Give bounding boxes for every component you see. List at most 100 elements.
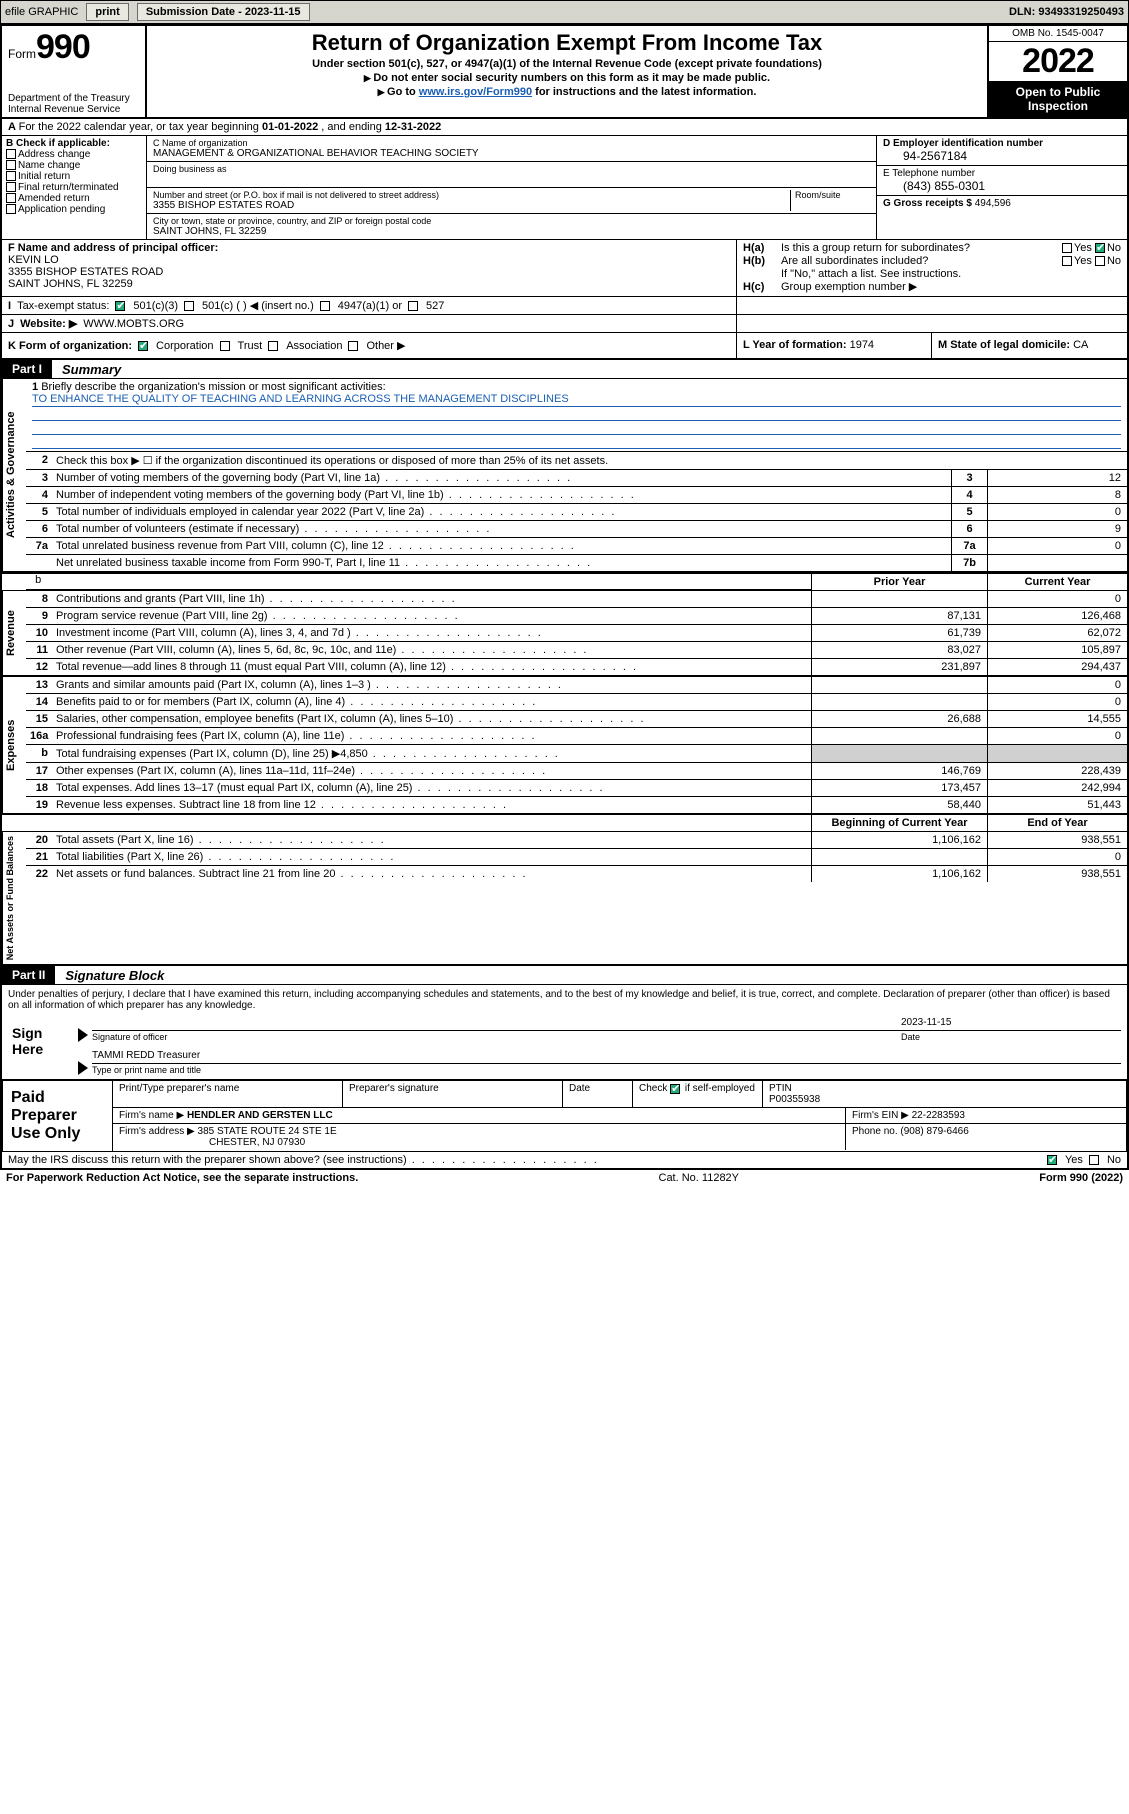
summary-row: 15 Salaries, other compensation, employe…: [26, 711, 1127, 728]
line-num: 20: [26, 832, 52, 848]
line-text: Professional fundraising fees (Part IX, …: [52, 728, 811, 744]
line-text: Other expenses (Part IX, column (A), lin…: [52, 763, 811, 779]
curr-val: 0: [987, 591, 1127, 607]
summary-row: 16a Professional fundraising fees (Part …: [26, 728, 1127, 745]
no-label: No: [1107, 1154, 1121, 1166]
prior-val: 1,106,162: [811, 866, 987, 882]
line-num: 13: [26, 677, 52, 693]
line-num: 11: [26, 642, 52, 658]
checkbox-icon[interactable]: [348, 341, 358, 351]
firm-label: Firm's name ▶: [119, 1110, 184, 1121]
addr-label: Number and street (or P.O. box if mail i…: [153, 190, 790, 200]
checkbox-icon[interactable]: [320, 301, 330, 311]
col-f: F Name and address of principal officer:…: [2, 240, 737, 296]
prior-val: 61,739: [811, 625, 987, 641]
curr-val: 0: [987, 694, 1127, 710]
year-formation: 1974: [850, 339, 874, 351]
ptin-value: P00355938: [769, 1094, 820, 1105]
b-opt: Initial return: [6, 171, 142, 182]
checkbox-icon[interactable]: [1095, 256, 1105, 266]
line-text: Number of voting members of the governin…: [52, 470, 951, 486]
discuss-text: May the IRS discuss this return with the…: [8, 1154, 599, 1166]
col-header-prior-curr: b Prior Year Current Year: [2, 573, 1127, 591]
line-box: 3: [951, 470, 987, 486]
line-num: 16a: [26, 728, 52, 744]
sub3-post: for instructions and the latest informat…: [532, 86, 756, 98]
header-sub3: Go to www.irs.gov/Form990 for instructio…: [155, 86, 979, 98]
line-num: 6: [26, 521, 52, 537]
curr-val: 294,437: [987, 659, 1127, 675]
dept-treasury: Department of the Treasury Internal Reve…: [8, 93, 141, 115]
checkbox-icon[interactable]: [1095, 243, 1105, 253]
col-header-begin-end: Beginning of Current Year End of Year: [2, 815, 1127, 832]
discuss-row: May the IRS discuss this return with the…: [2, 1152, 1127, 1168]
checkbox-icon[interactable]: [184, 301, 194, 311]
summary-row: 17 Other expenses (Part IX, column (A), …: [26, 763, 1127, 780]
summary-row: 9 Program service revenue (Part VIII, li…: [26, 608, 1127, 625]
website: WWW.MOBTS.ORG: [83, 318, 184, 330]
curr-val: 126,468: [987, 608, 1127, 624]
line-text: Total fundraising expenses (Part IX, col…: [52, 745, 811, 762]
org-address: 3355 BISHOP ESTATES ROAD: [153, 200, 790, 211]
k-label: K Form of organization:: [8, 340, 132, 352]
checkbox-icon[interactable]: [6, 182, 16, 192]
line-text: Revenue less expenses. Subtract line 18 …: [52, 797, 811, 813]
part-i-title: Summary: [52, 362, 121, 377]
summary-row: b Total fundraising expenses (Part IX, c…: [26, 745, 1127, 763]
irs-link[interactable]: www.irs.gov/Form990: [419, 86, 532, 98]
b-opt-2: Initial return: [18, 171, 70, 182]
no-label: No: [1107, 255, 1121, 267]
prior-year-hdr: Prior Year: [811, 574, 987, 590]
line-num: 17: [26, 763, 52, 779]
header-left: Form990 Department of the Treasury Inter…: [2, 26, 147, 117]
row-j: J Website: ▶ WWW.MOBTS.ORG: [2, 315, 1127, 333]
checkbox-icon[interactable]: [6, 204, 16, 214]
begin-year-hdr: Beginning of Current Year: [811, 815, 987, 831]
state-domicile: CA: [1073, 339, 1088, 351]
section-activities: Activities & Governance 1 Briefly descri…: [2, 379, 1127, 573]
prep-label: Paid Preparer Use Only: [3, 1081, 113, 1151]
line-num: 22: [26, 866, 52, 882]
yes-label: Yes: [1065, 1154, 1083, 1166]
line-num: 3: [26, 470, 52, 486]
checkbox-icon[interactable]: [1047, 1155, 1057, 1165]
checkbox-icon[interactable]: [1062, 256, 1072, 266]
checkbox-icon[interactable]: [408, 301, 418, 311]
line-text: Investment income (Part VIII, column (A)…: [52, 625, 811, 641]
form-number: 990: [36, 28, 90, 66]
line-text: Net unrelated business taxable income fr…: [52, 555, 951, 571]
line-box: 5: [951, 504, 987, 520]
checkbox-icon[interactable]: [6, 171, 16, 181]
print-button[interactable]: print: [86, 3, 128, 21]
curr-val: 242,994: [987, 780, 1127, 796]
checkbox-icon[interactable]: [115, 301, 125, 311]
checkbox-icon[interactable]: [6, 160, 16, 170]
row-i: I Tax-exempt status: 501(c)(3) 501(c) ( …: [2, 297, 1127, 315]
checkbox-icon[interactable]: [220, 341, 230, 351]
checkbox-icon[interactable]: [268, 341, 278, 351]
line-text: Total unrelated business revenue from Pa…: [52, 538, 951, 554]
prior-val: 83,027: [811, 642, 987, 658]
f-h-block: F Name and address of principal officer:…: [2, 240, 1127, 297]
checkbox-icon[interactable]: [6, 193, 16, 203]
k-corp: Corporation: [156, 340, 213, 352]
summary-row: 10 Investment income (Part VIII, column …: [26, 625, 1127, 642]
checkbox-icon[interactable]: [670, 1084, 680, 1094]
yes-label: Yes: [1074, 242, 1092, 254]
b-opt-4: Amended return: [18, 193, 90, 204]
col-h: H(a)Is this a group return for subordina…: [737, 240, 1127, 296]
signature-block: Under penalties of perjury, I declare th…: [2, 985, 1127, 1081]
curr-val: 105,897: [987, 642, 1127, 658]
firm-addr1: 385 STATE ROUTE 24 STE 1E: [198, 1126, 337, 1137]
checkbox-icon[interactable]: [138, 341, 148, 351]
checkbox-icon[interactable]: [1089, 1155, 1099, 1165]
col-d-e-g: D Employer identification number 94-2567…: [877, 136, 1127, 239]
line-text: Total number of volunteers (estimate if …: [52, 521, 951, 537]
col-b-checkboxes: B Check if applicable: Address change Na…: [2, 136, 147, 239]
ptin-label: PTIN: [769, 1083, 792, 1094]
checkbox-icon[interactable]: [6, 149, 16, 159]
curr-val: 0: [987, 849, 1127, 865]
summary-row: 8 Contributions and grants (Part VIII, l…: [26, 591, 1127, 608]
checkbox-icon[interactable]: [1062, 243, 1072, 253]
line-num: 7a: [26, 538, 52, 554]
